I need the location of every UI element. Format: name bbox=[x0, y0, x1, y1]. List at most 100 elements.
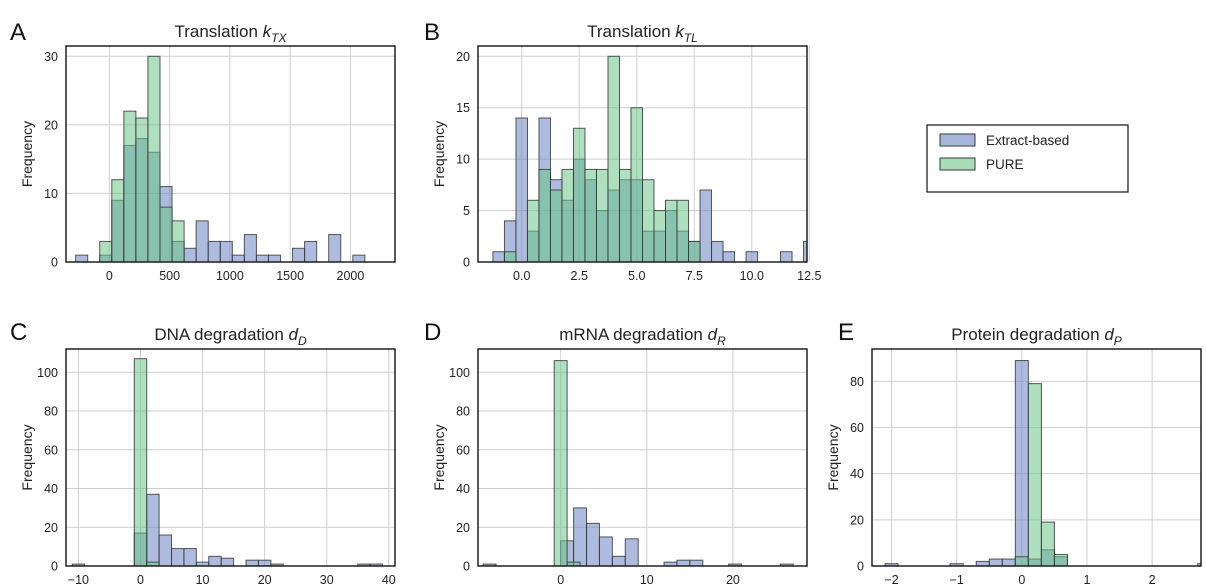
x-tick-label: 0 bbox=[557, 573, 564, 586]
pure-bar bbox=[665, 199, 678, 262]
pure-bar bbox=[538, 168, 551, 262]
x-tick-label: 40 bbox=[382, 573, 396, 586]
y-tick-label: 40 bbox=[44, 482, 58, 496]
x-tick-label: 500 bbox=[159, 269, 180, 283]
pure-bar bbox=[630, 107, 644, 262]
pure-bar bbox=[146, 561, 160, 566]
plot-frame bbox=[477, 45, 808, 263]
plot-frame bbox=[65, 45, 396, 263]
extract-bar bbox=[492, 251, 505, 262]
panel-a: 0 500 1000 1500 2000 0 10 20 30 Frequency Translat… bbox=[10, 19, 396, 283]
x-tick-label: 1500 bbox=[276, 269, 304, 283]
extract-bar bbox=[220, 557, 235, 566]
plot-frame bbox=[477, 348, 808, 567]
chart-title-main: Translation bbox=[174, 22, 262, 41]
y-tick-label: 20 bbox=[456, 50, 470, 64]
extract-bar bbox=[270, 563, 284, 566]
y-axis-label: Frequency bbox=[19, 121, 35, 187]
chart-title: Translation kTL bbox=[587, 22, 698, 45]
pure-bar bbox=[171, 220, 185, 262]
x-tick-label: 0 bbox=[106, 269, 113, 283]
pure-bar bbox=[607, 55, 620, 262]
x-tick-label: 10 bbox=[640, 573, 654, 586]
x-tick-label: −2 bbox=[884, 573, 898, 586]
pure-bar bbox=[123, 110, 137, 262]
pure-bar bbox=[135, 117, 149, 262]
chart-title-symbol: d bbox=[708, 325, 718, 344]
extract-bar bbox=[158, 534, 173, 566]
extract-bar bbox=[183, 548, 197, 566]
panel-letter: C bbox=[10, 319, 27, 346]
extract-bar bbox=[304, 240, 318, 262]
x-tick-label: 0 bbox=[137, 573, 144, 586]
x-tick-label: 20 bbox=[258, 573, 272, 586]
extract-bar bbox=[369, 563, 384, 566]
chart-title-symbol: d bbox=[289, 325, 299, 344]
x-tick-label: 10.0 bbox=[740, 269, 764, 283]
chart-title-subscript: D bbox=[298, 334, 307, 348]
panel-letter: E bbox=[838, 319, 854, 346]
extract-bar bbox=[1197, 563, 1201, 566]
pure-bar bbox=[133, 358, 148, 566]
extract-bar bbox=[624, 538, 639, 566]
extract-bar bbox=[75, 254, 89, 262]
legend-label: Extract-based bbox=[986, 133, 1069, 148]
y-tick-label: 100 bbox=[449, 366, 470, 380]
pure-bar bbox=[1027, 383, 1042, 566]
y-tick-label: 80 bbox=[456, 405, 470, 419]
x-tick-label: 2 bbox=[1149, 573, 1156, 586]
chart-title-subscript: R bbox=[717, 334, 726, 348]
extract-bar bbox=[71, 563, 86, 566]
chart-title-main: DNA degradation bbox=[154, 325, 288, 344]
chart-title-main: Protein degradation bbox=[951, 325, 1104, 344]
y-tick-label: 40 bbox=[456, 482, 470, 496]
extract-bar bbox=[208, 555, 222, 566]
y-axis-label: Frequency bbox=[19, 424, 35, 490]
bars bbox=[75, 55, 366, 262]
pure-bar bbox=[1053, 553, 1068, 566]
y-tick-label: 0 bbox=[463, 256, 470, 270]
legend-swatch bbox=[939, 133, 976, 147]
extract-bar bbox=[146, 493, 160, 566]
panel-letter: A bbox=[10, 19, 26, 46]
extract-bar bbox=[231, 254, 245, 262]
pure-bar bbox=[111, 179, 125, 262]
x-tick-label: −10 bbox=[68, 573, 89, 586]
extract-bar bbox=[352, 254, 366, 262]
x-tick-label: 1 bbox=[1084, 573, 1091, 586]
bars bbox=[492, 55, 807, 262]
legend: Extract-based PURE bbox=[926, 124, 1129, 193]
legend-label: PURE bbox=[986, 157, 1024, 172]
panel-letter: B bbox=[424, 19, 440, 46]
extract-bar bbox=[676, 559, 691, 566]
x-tick-label: 0 bbox=[1018, 573, 1025, 586]
pure-bar bbox=[147, 55, 161, 262]
pure-bar bbox=[1040, 521, 1055, 566]
extract-bar bbox=[482, 563, 497, 566]
y-axis-label: Frequency bbox=[431, 121, 447, 187]
extract-bar bbox=[803, 240, 807, 262]
extract-bar bbox=[1001, 558, 1016, 566]
chart-title: mRNA degradation dR bbox=[559, 325, 726, 348]
extract-bar bbox=[255, 254, 269, 262]
panel-c: −10 0 10 20 30 40 0 20 40 60 80 100 Frequency DNA deg… bbox=[10, 319, 396, 586]
chart-title-main: mRNA degradation bbox=[559, 325, 707, 344]
extract-bar bbox=[515, 117, 528, 262]
pure-bar bbox=[618, 168, 632, 262]
y-axis-label: Frequency bbox=[825, 424, 841, 490]
y-tick-label: 60 bbox=[44, 443, 58, 457]
bars bbox=[71, 358, 384, 566]
pure-bar bbox=[676, 199, 690, 262]
y-tick-label: 0 bbox=[463, 560, 470, 574]
extract-bar bbox=[611, 555, 626, 566]
x-tick-label: 12.5 bbox=[797, 269, 821, 283]
extract-bar bbox=[183, 247, 197, 262]
extract-bar bbox=[780, 251, 793, 262]
y-tick-label: 10 bbox=[456, 153, 470, 167]
x-tick-label: 10 bbox=[196, 573, 210, 586]
extract-bar bbox=[699, 189, 713, 262]
extract-bar bbox=[711, 240, 724, 262]
pure-bar bbox=[572, 127, 586, 262]
